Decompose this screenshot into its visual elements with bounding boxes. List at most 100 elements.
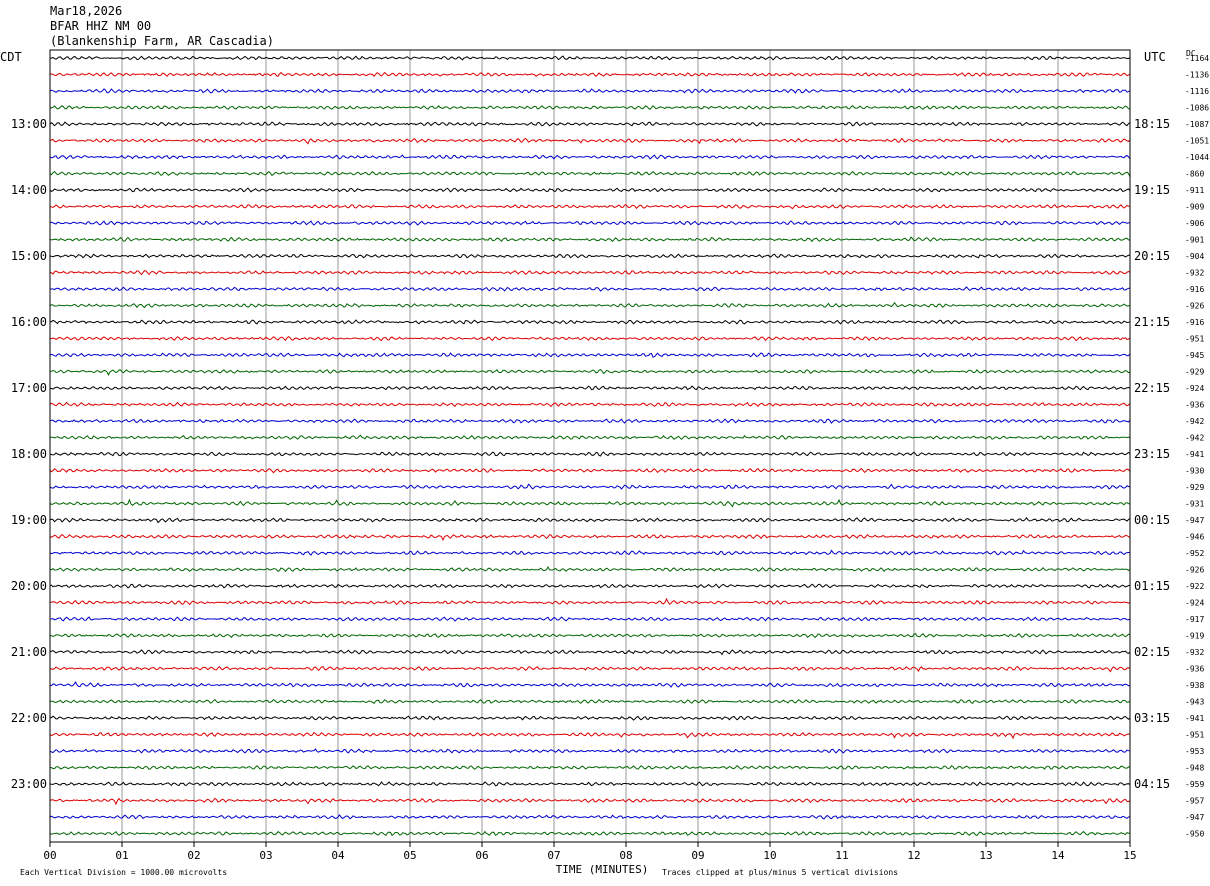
dc-offset-label: -941 — [1185, 714, 1204, 723]
seismic-trace — [49, 765, 1131, 770]
dc-offset-label: -916 — [1185, 285, 1204, 294]
seismic-trace — [49, 483, 1131, 490]
dc-offset-label: -952 — [1185, 549, 1204, 558]
seismic-trace — [49, 681, 1131, 688]
seismic-trace — [49, 319, 1131, 325]
right-timezone-label: UTC — [1144, 50, 1166, 64]
dc-offset-label: -1051 — [1185, 137, 1209, 146]
left-hour-label: 22:00 — [11, 711, 47, 725]
seismic-trace — [50, 286, 1131, 292]
dc-offset-label: -936 — [1185, 401, 1204, 410]
dc-offset-label: -951 — [1185, 335, 1204, 344]
dc-offset-label: -959 — [1185, 780, 1204, 789]
seismic-trace — [49, 236, 1131, 243]
dc-offset-label: -924 — [1185, 384, 1204, 393]
seismic-trace — [49, 104, 1131, 110]
dc-offset-label: -922 — [1185, 582, 1204, 591]
dc-offset-label: -942 — [1185, 434, 1204, 443]
seismic-trace — [49, 731, 1131, 740]
left-hour-label: 17:00 — [11, 381, 47, 395]
seismic-trace — [49, 583, 1131, 589]
dc-offset-label: -916 — [1185, 318, 1204, 327]
seismic-trace — [49, 352, 1131, 358]
right-hour-label: 02:15 — [1134, 645, 1170, 659]
dc-offset-label: -924 — [1185, 599, 1204, 608]
dc-offset-label: -932 — [1185, 648, 1204, 657]
seismic-trace — [50, 335, 1131, 342]
left-hour-label: 19:00 — [11, 513, 47, 527]
dc-header-label: DC — [1186, 49, 1196, 58]
x-tick-label: 03 — [259, 849, 272, 862]
right-hour-label: 01:15 — [1134, 579, 1170, 593]
left-hour-label: 15:00 — [11, 249, 47, 263]
left-hour-label: 16:00 — [11, 315, 47, 329]
x-tick-label: 05 — [403, 849, 416, 862]
dc-offset-label: -926 — [1185, 566, 1204, 575]
seismic-trace — [49, 368, 1131, 377]
dc-offset-label: -911 — [1185, 186, 1204, 195]
seismic-trace — [49, 665, 1131, 673]
seismic-trace — [49, 203, 1131, 210]
clip-note: Traces clipped at plus/minus 5 vertical … — [662, 868, 898, 877]
left-hour-label: 21:00 — [11, 645, 47, 659]
seismic-trace — [49, 270, 1131, 276]
x-tick-label: 08 — [619, 849, 632, 862]
seismic-trace — [49, 549, 1131, 556]
left-hour-label: 18:00 — [11, 447, 47, 461]
x-tick-label: 12 — [907, 849, 920, 862]
x-tick-label: 10 — [763, 849, 776, 862]
x-tick-label: 11 — [835, 849, 848, 862]
seismic-trace — [49, 121, 1131, 127]
dc-offset-label: -947 — [1185, 516, 1204, 525]
x-tick-label: 09 — [691, 849, 704, 862]
x-tick-label: 02 — [187, 849, 200, 862]
seismic-trace — [49, 797, 1131, 806]
left-hour-label: 20:00 — [11, 579, 47, 593]
dc-offset-label: -919 — [1185, 632, 1204, 641]
dc-offset-label: -1164 — [1185, 54, 1209, 63]
grid-lines — [49, 50, 1131, 847]
label-group: 00 01 02 03 04 05 06 07 08 09 10 11 12 13 14 15 -1164 -11… — [0, 49, 1209, 877]
dc-offset-label: -1044 — [1185, 153, 1209, 162]
right-hour-label: 21:15 — [1134, 315, 1170, 329]
seismic-trace — [49, 137, 1131, 145]
seismic-trace — [49, 418, 1131, 424]
seismic-trace — [49, 814, 1131, 820]
dc-offset-label: -1086 — [1185, 104, 1209, 113]
dc-offset-label: -904 — [1185, 252, 1204, 261]
seismic-trace — [49, 699, 1131, 704]
seismic-trace — [49, 55, 1131, 61]
dc-offset-label: -953 — [1185, 747, 1204, 756]
right-hour-label: 23:15 — [1134, 447, 1170, 461]
right-hour-label: 20:15 — [1134, 249, 1170, 263]
dc-offset-label: -932 — [1185, 269, 1204, 278]
seismic-trace — [49, 451, 1131, 457]
seismic-trace — [49, 154, 1131, 160]
trace-group — [49, 55, 1131, 837]
seismic-trace — [49, 434, 1131, 441]
plot-frame — [49, 49, 1131, 843]
right-hour-label: 03:15 — [1134, 711, 1170, 725]
dc-offset-label: -950 — [1185, 830, 1204, 839]
seismic-trace — [49, 748, 1131, 754]
dc-offset-label: -957 — [1185, 797, 1204, 806]
x-tick-label: 06 — [475, 849, 488, 862]
dc-offset-label: -942 — [1185, 417, 1204, 426]
dc-offset-label: -929 — [1185, 483, 1204, 492]
left-timezone-label: CDT — [0, 50, 22, 64]
seismic-trace — [49, 498, 1131, 508]
seismic-trace — [49, 830, 1131, 837]
seismic-trace — [49, 187, 1131, 193]
x-tick-label: 04 — [331, 849, 345, 862]
seismic-trace — [49, 616, 1131, 622]
seismic-trace — [49, 649, 1131, 656]
dc-offset-label: -943 — [1185, 698, 1204, 707]
right-hour-label: 19:15 — [1134, 183, 1170, 197]
dc-offset-label: -951 — [1185, 731, 1204, 740]
x-tick-label: 15 — [1123, 849, 1136, 862]
dc-offset-label: -946 — [1185, 533, 1204, 542]
dc-offset-label: -1136 — [1185, 71, 1209, 80]
dc-offset-label: -947 — [1185, 813, 1204, 822]
dc-offset-label: -926 — [1185, 302, 1204, 311]
